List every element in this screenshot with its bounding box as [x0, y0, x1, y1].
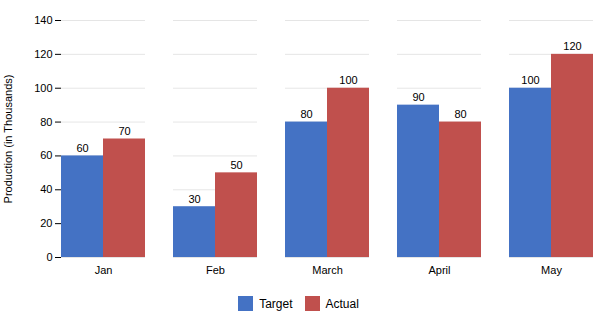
svg-text:140: 140	[34, 14, 52, 26]
svg-text:100: 100	[34, 82, 52, 94]
svg-text:100: 100	[521, 74, 539, 86]
svg-text:50: 50	[230, 159, 242, 171]
svg-text:Feb: Feb	[206, 264, 225, 276]
svg-text:20: 20	[40, 217, 52, 229]
svg-text:40: 40	[40, 183, 52, 195]
svg-text:70: 70	[118, 125, 130, 137]
svg-text:100: 100	[339, 74, 357, 86]
svg-text:120: 120	[34, 48, 52, 60]
svg-text:March: March	[312, 264, 343, 276]
svg-text:60: 60	[76, 142, 88, 154]
svg-text:May: May	[541, 264, 562, 276]
svg-text:60: 60	[40, 149, 52, 161]
svg-text:Jan: Jan	[95, 264, 113, 276]
svg-text:30: 30	[188, 193, 200, 205]
html-text:Actual: Actual	[325, 296, 359, 311]
html-text:Target: Target	[259, 296, 293, 311]
svg-text:Production (in Thousands): Production (in Thousands)	[2, 75, 14, 204]
svg-text:April: April	[428, 264, 450, 276]
svg-text:120: 120	[563, 40, 581, 52]
svg-text:0: 0	[46, 251, 52, 263]
svg-text:80: 80	[300, 108, 312, 120]
svg-text:80: 80	[40, 116, 52, 128]
svg-text:90: 90	[412, 91, 424, 103]
svg-text:80: 80	[454, 108, 466, 120]
